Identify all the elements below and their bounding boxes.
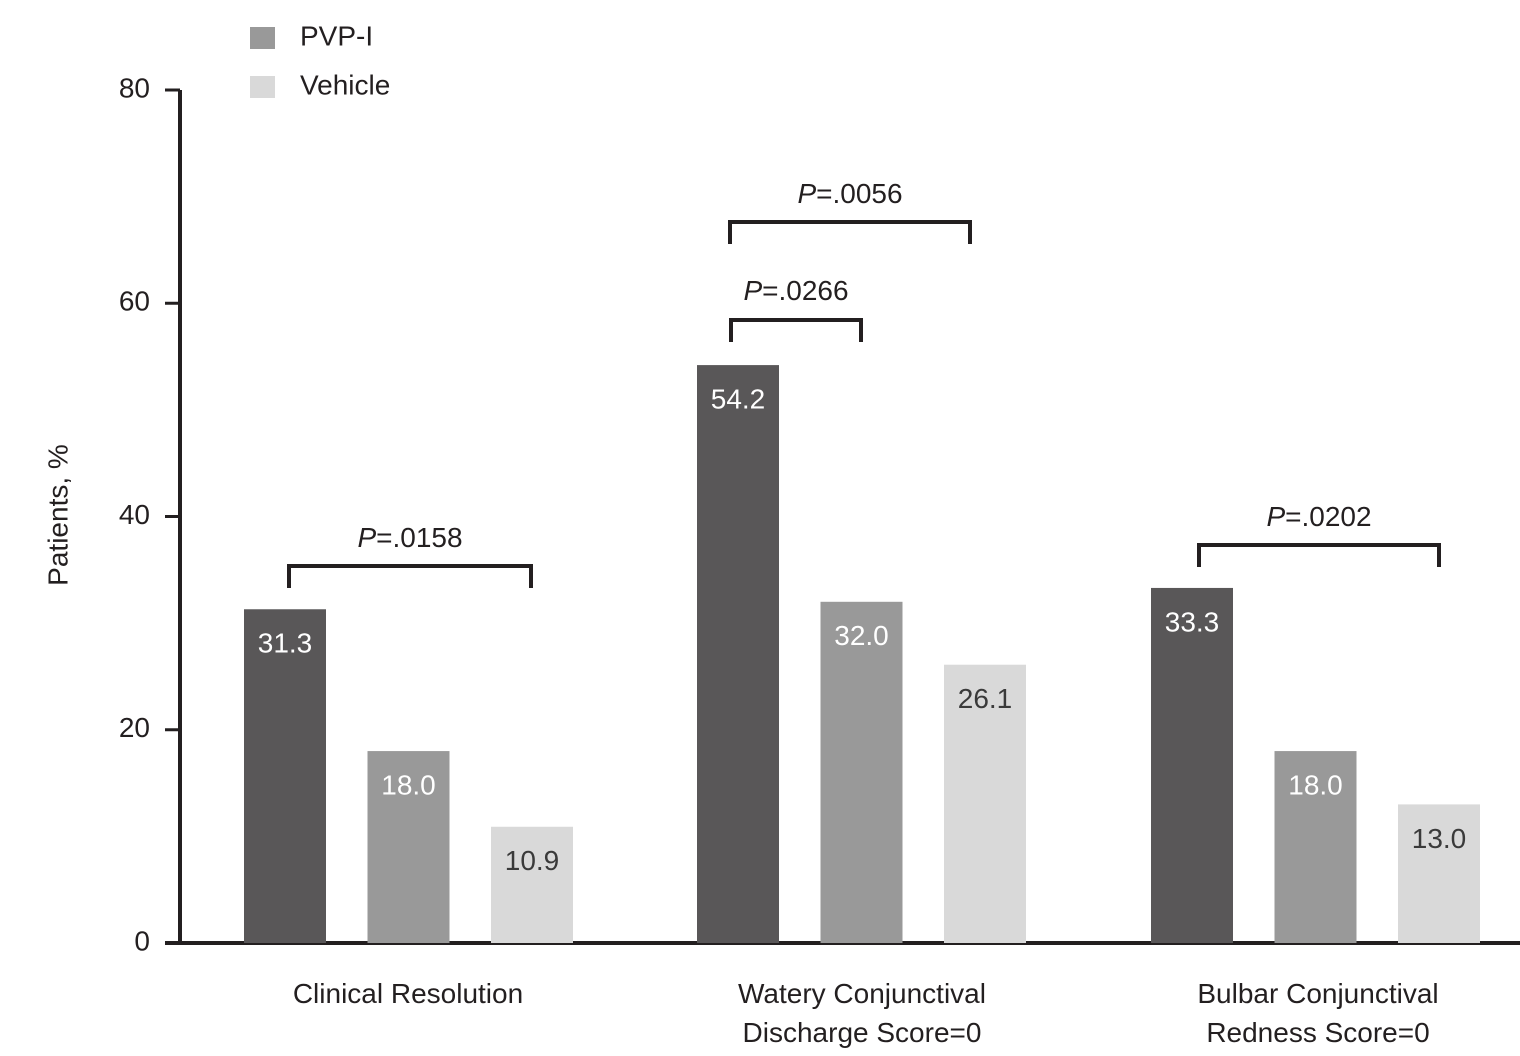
legend-label: PVP-I/dexamethasone xyxy=(300,0,580,2)
value-label: 32.0 xyxy=(834,620,889,651)
x-tick-label: Clinical Resolution xyxy=(293,978,523,1009)
p-value: P=.0266 xyxy=(743,275,848,306)
y-tick-label: 0 xyxy=(134,925,150,956)
significance-bracket xyxy=(729,318,863,342)
significance-bracket xyxy=(728,220,972,244)
legend-label: PVP-I xyxy=(300,20,373,51)
p-value: P=.0202 xyxy=(1266,501,1371,532)
value-label: 18.0 xyxy=(381,769,436,800)
y-axis-label: Patients, % xyxy=(42,444,73,586)
bar xyxy=(820,601,903,943)
p-value: P=.0056 xyxy=(797,178,902,209)
value-label: 31.3 xyxy=(258,628,313,659)
bar xyxy=(491,826,573,943)
value-label: 18.0 xyxy=(1288,769,1343,800)
y-tick-label: 40 xyxy=(119,499,150,530)
value-label: 13.0 xyxy=(1412,823,1467,854)
y-tick-label: 60 xyxy=(119,286,150,317)
value-label: 26.1 xyxy=(958,683,1013,714)
bar xyxy=(944,664,1026,943)
bar xyxy=(244,609,326,943)
significance-bracket xyxy=(287,564,533,588)
value-label: 10.9 xyxy=(505,845,560,876)
significance-bracket xyxy=(1197,543,1441,567)
y-tick-label: 20 xyxy=(119,712,150,743)
p-value: P=.0158 xyxy=(357,522,462,553)
bar xyxy=(697,365,779,943)
bar xyxy=(367,751,450,943)
bar xyxy=(1398,804,1480,943)
bar xyxy=(1274,751,1357,943)
value-label: 54.2 xyxy=(711,383,766,414)
y-tick-label: 80 xyxy=(119,72,150,103)
value-label: 33.3 xyxy=(1165,606,1220,637)
legend-swatch xyxy=(250,27,275,49)
x-tick-label: Watery Conjunctival Discharge Score=0 xyxy=(738,978,986,1048)
x-tick-label: Bulbar Conjunctival Redness Score=0 xyxy=(1197,978,1438,1048)
legend-label: Vehicle xyxy=(300,69,390,100)
legend-swatch xyxy=(250,76,275,98)
bar xyxy=(1151,587,1233,943)
